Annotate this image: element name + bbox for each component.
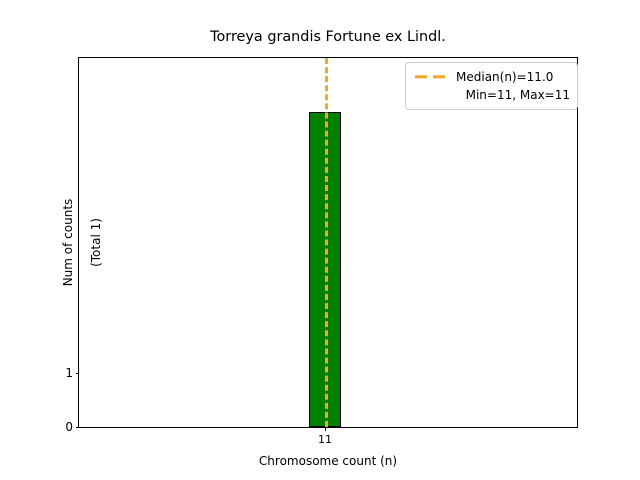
legend-label-minmax: Min=11, Max=11: [465, 88, 570, 102]
y-axis-label: Num of counts (Total 1): [47, 57, 103, 428]
plot-inner-clip: [79, 58, 577, 427]
legend-entry-minmax: Min=11, Max=11: [413, 86, 570, 104]
plot-axes-area: 0 1 11: [65, 57, 578, 446]
legend-label-median: Median(n)=11.0: [456, 70, 554, 84]
dashed-line-icon: [413, 71, 449, 83]
chart-title: Torreya grandis Fortune ex Lindl.: [210, 29, 446, 45]
ytick-label-1: 1: [65, 366, 73, 381]
legend-entry-median: Median(n)=11.0: [413, 68, 570, 86]
x-axis-label: Chromosome count (n): [258, 454, 398, 468]
median-vline: [325, 58, 328, 427]
y-axis-label-line1: Num of counts: [61, 198, 75, 287]
legend-box: Median(n)=11.0 Min=11, Max=11: [405, 62, 578, 110]
xtick-label-11: 11: [318, 433, 332, 446]
xtick-mark-11: [325, 427, 327, 431]
ytick-mark-1: [75, 373, 79, 375]
bar-11: [309, 111, 341, 427]
y-axis-label-line2: (Total 1): [89, 218, 103, 267]
ytick-label-0: 0: [65, 420, 73, 434]
ytick-mark-0: [75, 427, 79, 429]
